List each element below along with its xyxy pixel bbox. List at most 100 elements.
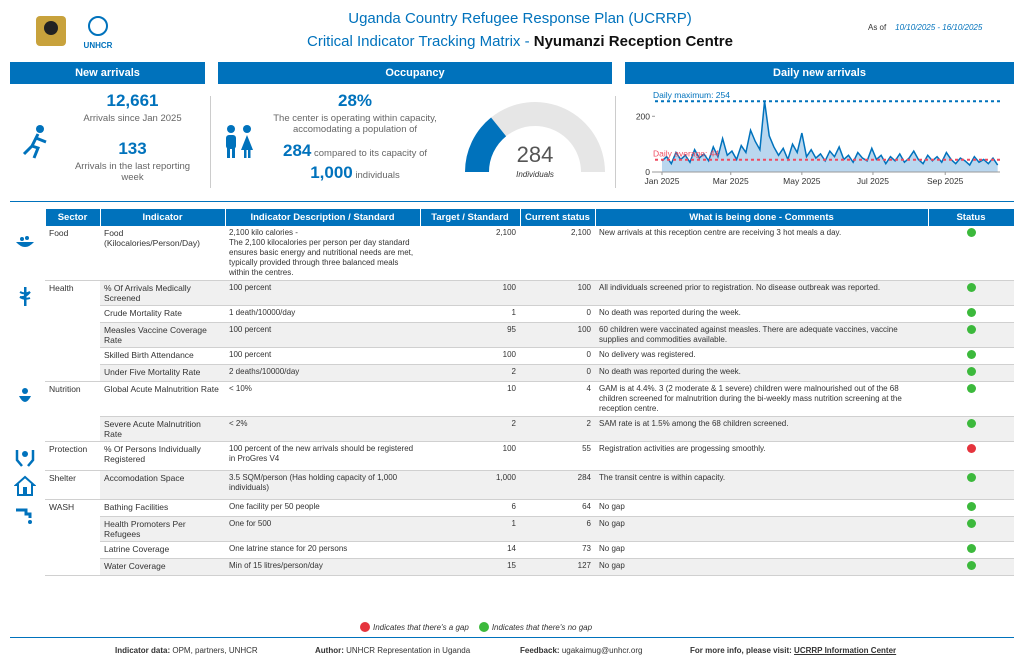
comment: SAM rate is at 1.5% among the 68 childre…	[595, 416, 928, 442]
description: 100 percent of the new arrivals should b…	[225, 441, 420, 471]
comment: No gap	[595, 499, 928, 517]
footer-label: For more info, please visit:	[690, 646, 792, 655]
gauge-number: 284	[517, 142, 554, 167]
target: 1,000	[420, 470, 520, 500]
current-status: 55	[520, 441, 595, 471]
comment: All individuals screened prior to regist…	[595, 280, 928, 306]
x-tick-label: May 2025	[783, 176, 821, 186]
status-cell	[928, 280, 1014, 306]
status-dot	[966, 283, 976, 292]
x-tick-label: Mar 2025	[713, 176, 749, 186]
sector-icon	[16, 236, 34, 247]
footer-value: UCRRP Information Center	[794, 646, 897, 655]
indicator: Severe Acute Malnutrition Rate	[100, 416, 225, 442]
icon-cell	[10, 226, 45, 281]
icon-cell	[10, 499, 45, 576]
current-status: 6	[520, 516, 595, 542]
footer-item: Indicator data: OPM, partners, UNHCR	[115, 646, 258, 655]
arrivals-week-label: Arrivals in the last reporting week	[74, 161, 191, 183]
status-cell	[928, 381, 1014, 417]
status-cell	[928, 499, 1014, 517]
current-status: 73	[520, 541, 595, 559]
status-dot	[966, 325, 976, 334]
sector: Food	[45, 226, 100, 281]
as-of-label: As of	[868, 23, 887, 32]
current-status: 127	[520, 558, 595, 576]
target: 2	[420, 416, 520, 442]
status-cell	[928, 516, 1014, 542]
indicator: Crude Mortality Rate	[100, 305, 225, 323]
column-header: Status	[928, 209, 1015, 226]
legend-item: Indicates that there's no gap	[478, 622, 592, 632]
description: 100 percent	[225, 347, 420, 365]
status-cell	[928, 541, 1014, 559]
table-row: Crude Mortality Rate 1 death/10000/day 1 0 N…	[10, 305, 1014, 323]
status-cell	[928, 226, 1014, 281]
arrivals-total-label: Arrivals since Jan 2025	[83, 113, 182, 124]
people-icon	[226, 125, 253, 158]
footer-value: ugakaimug@unhcr.org	[561, 646, 643, 655]
table-row: Latrine Coverage One latrine stance for 2…	[10, 541, 1014, 559]
status-dot	[966, 308, 976, 317]
sector-icon	[16, 508, 32, 524]
table-row: Nutrition Global Acute Malnutrition Rate <…	[10, 381, 1014, 442]
population: 284	[282, 141, 312, 160]
y-tick-label: 200	[636, 111, 650, 121]
sector-icon	[19, 286, 31, 306]
sector: WASH	[45, 499, 100, 576]
table-row: Severe Acute Malnutrition Rate < 2% 2 2 SAM …	[10, 416, 1014, 442]
indicator: Measles Vaccine Coverage Rate	[100, 322, 225, 348]
sector-icon	[19, 387, 31, 402]
description: 100 percent	[225, 280, 420, 306]
status-cell	[928, 347, 1014, 365]
as-of: As of 10/10/2025 - 16/10/2025	[868, 23, 982, 32]
indicator: Skilled Birth Attendance	[100, 347, 225, 365]
subtitle: Critical Indicator Tracking Matrix - Nyu…	[220, 33, 820, 50]
occupancy-text: The center is operating within capacity,…	[273, 113, 437, 135]
description: 1 death/10000/day	[225, 305, 420, 323]
status-dot	[966, 561, 976, 570]
as-of-value: 10/10/2025 - 16/10/2025	[895, 23, 983, 32]
description: 100 percent	[225, 322, 420, 348]
gauge: 284 Individuals	[465, 102, 605, 179]
status-dot	[966, 228, 976, 237]
description: < 2%	[225, 416, 420, 442]
description: 2 deaths/10000/day	[225, 364, 420, 382]
separator	[10, 637, 1014, 638]
table-row: Health% Of Arrivals Medically Screened 10…	[10, 280, 1014, 382]
target: 100	[420, 280, 520, 306]
indicator: Water Coverage	[100, 558, 225, 576]
footer: Indicator data: OPM, partners, UNHCR Auth…	[0, 646, 1024, 660]
description: 3.5 SQM/person (Has holding capacity of …	[225, 470, 420, 500]
current-status: 0	[520, 347, 595, 365]
status-dot	[966, 384, 976, 393]
indicator: Bathing Facilities	[100, 499, 225, 517]
status-dot	[966, 502, 976, 511]
status-dot	[966, 473, 976, 482]
gauge-label: Individuals	[516, 170, 554, 179]
y-tick-label: 0	[645, 167, 650, 177]
comment: Registration activities are progessing s…	[595, 441, 928, 471]
divider	[210, 96, 211, 188]
column-header: Current status	[520, 209, 596, 226]
site-name: Nyumanzi Reception Centre	[533, 33, 733, 50]
footer-value: UNHCR Representation in Uganda	[346, 646, 471, 655]
footer-label: Author:	[315, 646, 344, 655]
status-dot	[966, 519, 976, 528]
logo-text: UNHCR	[84, 41, 113, 50]
icon-column-header	[10, 209, 46, 226]
comment: 60 children were vaccinated against meas…	[595, 322, 928, 348]
table-row: Food Food (Kilocalories/Person/Day) 2,100 …	[10, 226, 1014, 281]
target: 100	[420, 441, 520, 471]
icon-cell	[10, 381, 45, 442]
current-status: 0	[520, 364, 595, 382]
table-row: Protection% Of Persons Individually Regi…	[10, 441, 1014, 471]
current-status: 284	[520, 470, 595, 500]
current-status: 2,100	[520, 226, 595, 281]
current-status: 100	[520, 280, 595, 306]
compared-text: compared to its capacity of	[314, 148, 427, 159]
section-heading: Daily new arrivals	[625, 62, 1014, 84]
target: 1	[420, 305, 520, 323]
indicator: % Of Arrivals Medically Screened	[100, 280, 225, 306]
